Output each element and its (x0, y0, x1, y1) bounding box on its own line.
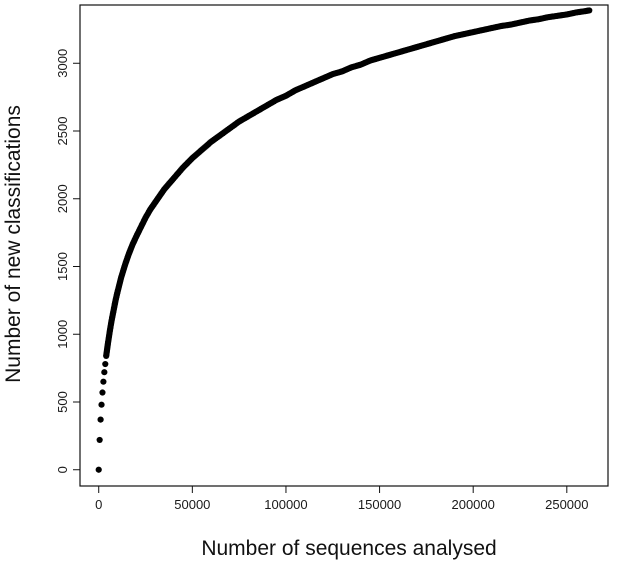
y-tick-label: 1500 (55, 252, 70, 281)
y-tick-label: 3000 (55, 49, 70, 78)
x-tick-label: 250000 (545, 497, 588, 512)
x-axis-title: Number of sequences analysed (201, 537, 496, 560)
data-points (95, 7, 593, 473)
y-tick-label: 2500 (55, 117, 70, 146)
y-tick-label: 2000 (55, 184, 70, 213)
data-point (102, 360, 109, 368)
data-point (586, 7, 593, 14)
x-tick-label: 50000 (174, 497, 210, 512)
data-point (98, 401, 105, 408)
x-axis: 0 50000 100000 150000 200000 250000 (95, 486, 589, 512)
y-axis-title: Number of new classifications (2, 105, 25, 383)
data-point (100, 378, 107, 385)
data-point (99, 389, 106, 396)
y-tick-label: 500 (55, 391, 70, 413)
y-tick-label: 0 (55, 466, 70, 473)
x-tick-label: 150000 (358, 497, 401, 512)
data-point (97, 416, 104, 423)
x-tick-label: 0 (95, 497, 102, 512)
data-point (96, 436, 103, 444)
data-point (95, 466, 102, 473)
y-tick-label: 1000 (55, 320, 70, 349)
x-tick-label: 100000 (264, 497, 307, 512)
plot-frame (79, 4, 609, 487)
x-tick-label: 200000 (451, 497, 494, 512)
data-point (101, 369, 108, 376)
y-axis: 0 500 1000 1500 2000 2500 3000 (55, 49, 80, 473)
